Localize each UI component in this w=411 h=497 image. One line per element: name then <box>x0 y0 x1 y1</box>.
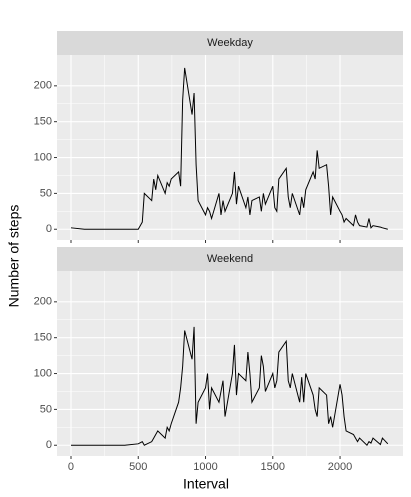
strip <box>57 31 403 55</box>
y-tick-label: 100 <box>34 367 52 379</box>
x-tick-label: 1000 <box>193 461 217 473</box>
y-axis-label: Number of steps <box>6 205 22 308</box>
line <box>70 326 389 447</box>
x-tick-label: 0 <box>68 461 74 473</box>
strip-label: Weekday <box>207 37 253 49</box>
x-tick-label: 500 <box>129 461 147 473</box>
x-axis-label: Interval <box>183 476 229 492</box>
strip-label: Weekend <box>207 253 253 265</box>
y-tick-label: 100 <box>34 151 52 163</box>
y-tick-label: 0 <box>46 439 52 451</box>
panel <box>57 55 403 240</box>
strip <box>57 247 403 271</box>
x-tick-label: 2000 <box>328 461 352 473</box>
y-tick-label: 0 <box>46 223 52 235</box>
panel <box>57 271 403 456</box>
x-tick-label: 1500 <box>261 461 285 473</box>
y-tick-label: 150 <box>34 116 52 128</box>
y-tick-label: 50 <box>40 187 52 199</box>
y-tick-label: 200 <box>34 296 52 308</box>
line <box>70 67 388 230</box>
y-tick-label: 50 <box>40 403 52 415</box>
y-tick-label: 200 <box>34 80 52 92</box>
y-tick-label: 150 <box>34 332 52 344</box>
